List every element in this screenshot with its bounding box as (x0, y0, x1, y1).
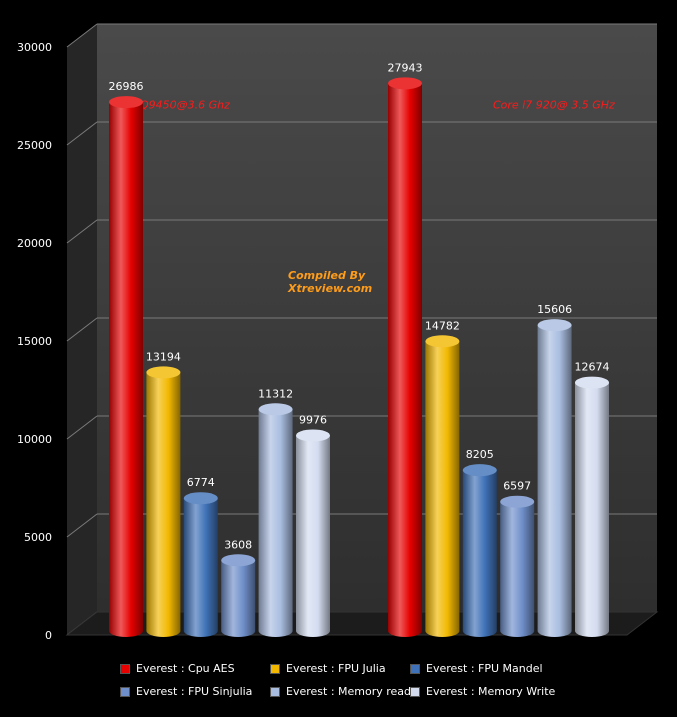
y-tick-label: 20000 (17, 237, 52, 250)
gridline-side (66, 415, 98, 440)
legend-swatch (120, 663, 130, 674)
legend-item: Everest : Memory read (270, 685, 411, 698)
legend-swatch (270, 686, 280, 697)
legend-label: Everest : FPU Sinjulia (136, 685, 253, 698)
bar (500, 501, 535, 637)
legend-item: Everest : Cpu AES (120, 662, 235, 675)
bar-top (575, 376, 609, 389)
data-label: 3608 (224, 538, 252, 551)
bar-top (388, 77, 422, 90)
bar-top (221, 554, 256, 567)
bar (221, 560, 256, 637)
bar-top (425, 335, 460, 348)
data-label: 27943 (388, 61, 423, 74)
y-tick-label: 10000 (17, 433, 52, 446)
data-label: 15606 (537, 303, 572, 316)
data-label: 12674 (575, 361, 610, 374)
gridline-side (66, 219, 98, 244)
data-label: 6597 (503, 480, 531, 493)
bar-top (146, 366, 181, 379)
y-tick-label: 0 (45, 629, 52, 642)
bar (575, 382, 609, 637)
data-label: 11312 (258, 387, 293, 400)
gridline-side (66, 23, 98, 48)
bar (388, 83, 422, 637)
bar (537, 325, 572, 637)
legend-item: Everest : FPU Julia (270, 662, 386, 675)
gridline-side (66, 121, 98, 146)
bar (425, 341, 460, 637)
bar-top (462, 464, 497, 477)
category-label: Q9450@3.6 Ghz (140, 98, 230, 111)
bar (296, 435, 330, 637)
data-label: 6774 (187, 476, 215, 489)
legend-item: Everest : Memory Write (410, 685, 555, 698)
legend-label: Everest : FPU Mandel (426, 662, 543, 675)
watermark-text: Compiled By Xtreview.com (287, 269, 372, 295)
data-label: 26986 (109, 80, 144, 93)
legend-swatch (120, 686, 130, 697)
bar (258, 409, 293, 637)
data-label: 8205 (466, 448, 494, 461)
data-label: 14782 (425, 319, 460, 332)
legend-label: Everest : Cpu AES (136, 662, 235, 675)
bar (462, 470, 497, 637)
data-label: 9976 (299, 413, 327, 426)
legend-label: Everest : FPU Julia (286, 662, 386, 675)
bar (109, 102, 143, 637)
legend-swatch (410, 686, 420, 697)
bar (146, 372, 181, 637)
bar-top (296, 429, 330, 442)
legend-swatch (410, 663, 420, 674)
gridline-side (66, 317, 98, 342)
bar-top (258, 403, 293, 416)
data-label: 13194 (146, 350, 181, 363)
y-tick-label: 5000 (24, 531, 52, 544)
legend-item: Everest : FPU Mandel (410, 662, 543, 675)
bar (183, 498, 218, 637)
bar-top (183, 492, 218, 505)
bar-top (537, 319, 572, 332)
y-tick-label: 15000 (17, 335, 52, 348)
chart-plot: 0 5000 10000 15000 20000 25000 30000 Q9450@3.6 … (17, 23, 659, 642)
bar-top (109, 96, 143, 109)
y-tick-label: 25000 (17, 139, 52, 152)
legend-label: Everest : Memory Write (426, 685, 556, 698)
legend-item: Everest : FPU Sinjulia (120, 685, 252, 698)
legend-swatch (270, 663, 280, 674)
category-label: Core i7 920@ 3.5 GHz (493, 98, 615, 111)
gridline-side (66, 513, 98, 538)
legend-label: Everest : Memory read (286, 685, 412, 698)
y-tick-label: 30000 (17, 41, 52, 54)
bar-top (500, 495, 535, 508)
